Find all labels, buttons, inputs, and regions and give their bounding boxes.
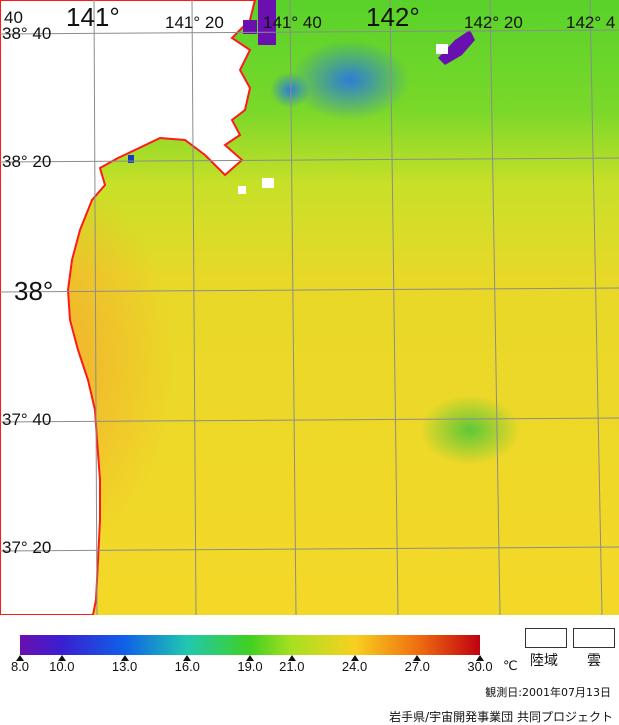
color-bar-tick-label: 8.0 [10,659,30,674]
corner-label: 40 [4,8,23,27]
graticule [0,0,619,615]
cloud-swatch [573,628,615,648]
color-bar-tick-label: 24.0 [341,659,368,674]
latitude-label-37-40: 37° 40 [2,410,52,429]
color-bar-tick [246,655,254,661]
longitude-label-141: 141° [66,2,120,32]
cool-water-patch [290,40,410,120]
cool-water-patch [270,72,310,108]
cold-spot [128,155,134,163]
color-bar-tick-label: 30.0 [467,659,493,674]
longitude-label-142: 142° [366,2,420,32]
color-bar-tick [350,655,359,661]
longitude-label-142-20: 142° 20 [464,13,523,32]
land-swatch-label: 陸域 [530,653,558,669]
color-bar-tick [183,655,192,661]
longitude-label-141-40: 141° 40 [263,13,322,32]
color-bar-tick [16,655,24,661]
color-bar-tick [476,655,484,661]
latitude-label-38-20: 38° 20 [2,152,52,171]
color-bar-tick [57,655,66,661]
cloud-patch [262,178,274,188]
longitude-label-141-20: 141° 20 [165,13,224,32]
credit-text: 岩手県/宇宙開発事業団 共同プロジェクト [389,710,613,724]
latitude-label-38: 38° [14,276,54,306]
color-bar-tick [287,655,296,661]
longitude-label-142-40: 142° 4 [566,13,616,32]
color-bar-tick-label: 27.0 [404,659,430,674]
cold-spot [438,30,475,65]
cold-spot [243,20,257,34]
color-bar-tick-label: 19.0 [237,659,263,674]
color-bar-tick-label: 10.0 [49,659,75,674]
temperature-unit: ℃ [503,659,518,674]
color-bar-tick-label: 16.0 [174,659,200,674]
observation-date: 観測日:2001年07月13日 [485,686,611,699]
temperature-color-bar [20,635,480,655]
land-area [0,0,257,615]
cold-spot [258,0,276,45]
color-bar-tick [413,655,422,661]
green-water-patch [420,395,520,465]
latitude-label-38-40: 38° 40 [2,24,52,43]
color-bar-tick-label: 13.0 [111,659,138,674]
cloud-patch [436,44,448,54]
color-bar-tick [120,655,129,661]
latitude-label-37-20: 37° 20 [2,538,52,557]
cloud-swatch-label: 雲 [587,653,601,669]
cloud-patch [238,186,246,194]
sea-surface-temperature-map [0,0,619,615]
color-bar-tick-label: 21.0 [279,659,305,674]
land-swatch [525,628,567,648]
